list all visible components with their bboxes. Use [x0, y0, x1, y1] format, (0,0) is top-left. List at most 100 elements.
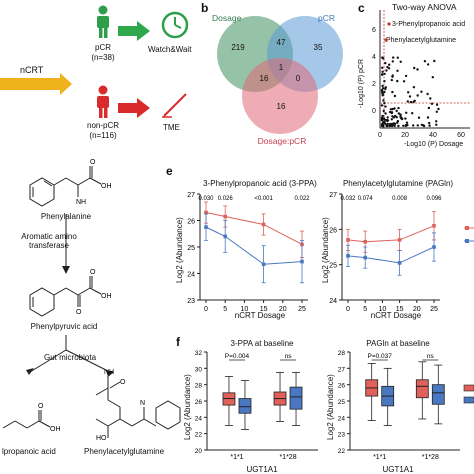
pcr-n: (n=38) [91, 53, 115, 62]
e2-ytick-label: 27 [329, 192, 337, 199]
panel-e-label: e [166, 164, 173, 178]
region-inter-only: 16 [276, 102, 286, 111]
volcano-point [386, 116, 389, 119]
e2-ytick-label: 25 [329, 263, 337, 270]
e2-point [397, 261, 402, 265]
volcano-point [384, 87, 387, 91]
volcano-point [422, 124, 426, 128]
volcano-point [389, 122, 392, 126]
clock-icon [161, 11, 189, 39]
e2-xtick-label: 5 [363, 306, 367, 313]
e2-series-line [347, 246, 435, 264]
e2-pvalue: 0.008 [392, 196, 408, 202]
svg-text:HO: HO [96, 435, 107, 442]
legend-red-box [463, 384, 474, 392]
volcano-point [399, 60, 402, 63]
volcano-point [384, 112, 387, 115]
volcano-point [386, 119, 389, 123]
volcano-point [382, 99, 385, 102]
enzyme-microbiota: Gut microbiota [44, 353, 97, 362]
volcano-point [435, 120, 438, 123]
legend-blue-box [463, 396, 474, 404]
volcano-point-pagln [384, 38, 388, 42]
svg-text:N: N [140, 400, 145, 407]
e2-point [397, 238, 402, 242]
annot-3ppa: 3-Phenylpropanoic acid [392, 21, 466, 28]
e1-xlabel: nCRT Dosage [234, 311, 286, 320]
f1-category-label: *1*1 [230, 454, 243, 461]
e2-point [363, 255, 367, 260]
volcano-point [402, 80, 406, 83]
e1-series-line [205, 212, 303, 245]
e1-xtick-label: 0 [204, 306, 208, 313]
volcano-point [384, 119, 387, 122]
volcano-point [416, 94, 419, 97]
volcano-point [381, 73, 384, 76]
volcano-point [396, 69, 399, 73]
e1-ytick-label: 24 [187, 272, 195, 279]
volcano-point [383, 80, 386, 83]
svg-text:O: O [120, 379, 126, 386]
f2-ytick-label: 26 [338, 383, 346, 390]
volcano-point [416, 124, 419, 127]
volcano-point [391, 60, 394, 63]
volcano-point [412, 124, 415, 127]
panel-b-label: b [201, 1, 209, 15]
set-dosage: Dosage [212, 13, 242, 23]
volcano-point [426, 92, 429, 96]
volcano-point [435, 103, 439, 106]
f2-category-label: *1*1 [373, 454, 386, 461]
volcano-point [405, 121, 409, 124]
ytick-0: 0 [372, 108, 376, 115]
e2-xtick-label: 25 [430, 306, 438, 313]
volcano-point [385, 123, 389, 127]
f1-ytick-label: 28 [195, 383, 203, 390]
e1-point [261, 262, 266, 267]
volcano-point [417, 116, 421, 119]
volcano-point [391, 107, 394, 111]
volcano-point [393, 94, 397, 98]
f1-sig-label: P=0.004 [225, 353, 250, 360]
volcano-xlabel: -Log10 (P) Dosage [404, 141, 464, 148]
svg-text:O: O [90, 269, 96, 276]
e1-point [223, 214, 227, 219]
volcano-point [394, 114, 397, 118]
volcano-point [401, 117, 404, 121]
e1-point [204, 210, 208, 215]
volcano-point [382, 120, 385, 124]
volcano-point [413, 66, 416, 70]
e1-pvalue: 0.026 [218, 196, 234, 202]
volcano-point [381, 94, 384, 97]
volcano-point [396, 79, 399, 83]
f2-ytick-label: 28 [338, 350, 346, 357]
volcano-point [435, 123, 438, 126]
volcano-point [380, 104, 384, 107]
e2-xtick-label: 20 [413, 306, 421, 313]
volcano-point [381, 70, 384, 74]
volcano-point [397, 112, 400, 115]
e2-point [363, 239, 367, 244]
volcano-point [404, 74, 408, 78]
volcano-point [387, 67, 391, 70]
volcano-point [404, 117, 407, 120]
region-dosage-only: 219 [231, 43, 245, 52]
region-pcr-only: 35 [313, 43, 323, 52]
f1-xlabel: UGT1A1 [246, 465, 278, 474]
volcano-point [389, 108, 393, 111]
volcano-point [412, 100, 415, 104]
svg-text:OH: OH [101, 293, 112, 300]
e2-point [346, 238, 350, 242]
volcano-point [390, 124, 394, 128]
f1-ytick-label: 26 [195, 399, 203, 406]
e1-pvalue: 0.022 [294, 196, 310, 202]
volcano-point [409, 100, 413, 104]
panel-c-label: c [358, 1, 365, 15]
region-dosage-pcr: 47 [276, 38, 286, 47]
set-inter: Dosage:pCR [257, 136, 307, 146]
xtick-40: 40 [429, 132, 437, 139]
e2-ytick-label: 26 [329, 227, 337, 234]
volcano-point [381, 87, 385, 90]
